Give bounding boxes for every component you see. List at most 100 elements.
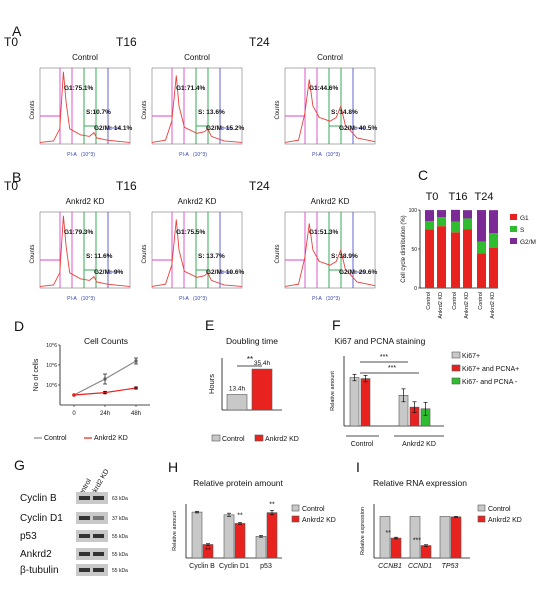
bar-0 [226,394,248,411]
C-x-label: Ankrd2 KD [490,292,496,319]
x-category: CCNB1 [378,563,402,570]
legend-swatch [477,515,486,523]
g2m-percent: G2/M: 9% [94,269,123,276]
hist-xunit: (10^3) [193,152,207,158]
data-point [72,393,76,397]
g2m-percent: G2/M: 29.6% [339,269,378,276]
timepoint-label: T0 [4,179,18,193]
legend-label: Ankrd2 KD [302,517,336,524]
legend-swatch [291,515,300,523]
legend-swatch [477,504,486,512]
C-x-label: Ankrd2 KD [464,292,470,319]
significance: ** [386,530,392,537]
hist-xlabel: PI-A [67,296,77,302]
bar-1 [450,516,462,559]
significance: ** [247,355,253,364]
bar-1 [390,537,402,559]
hist-ylabel: Counts [30,100,36,119]
stack-segment-S [477,241,486,254]
D-ylabel: No of cells [33,358,40,391]
blot-band [93,568,104,572]
legend-label: Ki67+ [462,353,480,360]
kda-label: 55 kDa [112,534,128,540]
histogram-frame [39,211,131,289]
group-label: Ankrd2 KD [402,441,436,448]
panel-letter-F: F [332,317,341,333]
stack-segment-G2M [425,210,434,222]
bar-Ki67 [349,377,360,427]
histogram-frame [284,67,376,145]
panel-letter-C: C [418,167,428,183]
group-label: Control [351,441,374,448]
bar-0 [379,516,391,559]
stack-segment-S [451,221,460,233]
blot-row-label: β-tubulin [20,565,59,576]
blot-strip [76,512,108,524]
C-x-label: Ankrd2 KD [438,292,444,319]
hist-xunit: (10^3) [81,296,95,302]
panel-letter-G: G [14,457,25,473]
s-percent: S:10.7% [86,109,111,116]
D-title: Cell Counts [84,336,128,346]
bar-0 [223,514,235,559]
condition-label: Ankrd2 KD [178,197,217,206]
x-category: Cyclin B [189,563,215,570]
g2m-percent: G2/M: 10.6% [206,269,245,276]
E-title: Doubling time [226,336,278,346]
significance: *** [380,354,388,361]
bar-0 [409,516,421,559]
blot-strip [76,530,108,542]
legend-label: Control [302,506,325,513]
stack-segment-G1 [451,232,460,288]
H-title: Relative protein amount [193,478,283,488]
hist-xlabel: PI-A [312,296,322,302]
s-percent: S: 13.6% [198,109,225,116]
blot-band [93,552,104,556]
x-category: CCND1 [408,563,432,570]
hist-xlabel: PI-A [179,152,189,158]
C-time-label: T24 [475,191,494,203]
hist-ylabel: Counts [275,100,281,119]
bar-1 [420,545,432,559]
s-percent: S: 14.8% [331,109,358,116]
x-tick-label: 24h [100,411,110,417]
panel-letter-B: B [12,169,21,185]
y-tick-label: 10^6 [46,343,57,349]
legend-label: G2/M [520,239,536,246]
stack-segment-G2M [489,210,498,234]
y-tick-label: 10^6 [46,363,57,369]
stack-segment-S [425,221,434,230]
legend-label: Control [44,435,67,442]
F-title: Ki67 and PCNA staining [335,336,426,346]
legend-swatch [254,434,264,442]
histogram-trace [151,219,243,287]
legend-label: Ankrd2 KD [488,517,522,524]
stack-segment-G1 [437,226,446,288]
panel-letter-I: I [356,459,360,475]
stack-segment-G2M [477,210,486,242]
significance: ** [237,512,243,519]
histogram-trace [284,223,376,287]
stack-segment-G2M [451,209,460,222]
condition-label: Control [317,53,343,62]
x-category: p53 [260,563,272,570]
stack-segment-G1 [477,253,486,288]
hist-xunit: (10^3) [326,152,340,158]
panel-letter-H: H [168,459,178,475]
x-tick-label: 0 [72,411,76,417]
legend-swatch [451,351,461,359]
g1-percent: G1:51.3% [309,229,338,236]
E-ylabel: Hours [207,374,216,394]
g2m-percent: G2/M: 15.2% [206,125,245,132]
hist-ylabel: Counts [142,244,148,263]
legend-swatch [451,364,461,372]
g2m-percent: G2/M: 14.1% [94,125,133,132]
stack-segment-G2M [463,210,472,219]
timepoint-label: T24 [249,35,270,49]
legend-swatch [451,377,461,385]
bar-0 [191,511,203,559]
condition-label: Ankrd2 KD [66,197,105,206]
kda-label: 37 kDa [112,516,128,522]
legend-label: S [520,227,525,234]
